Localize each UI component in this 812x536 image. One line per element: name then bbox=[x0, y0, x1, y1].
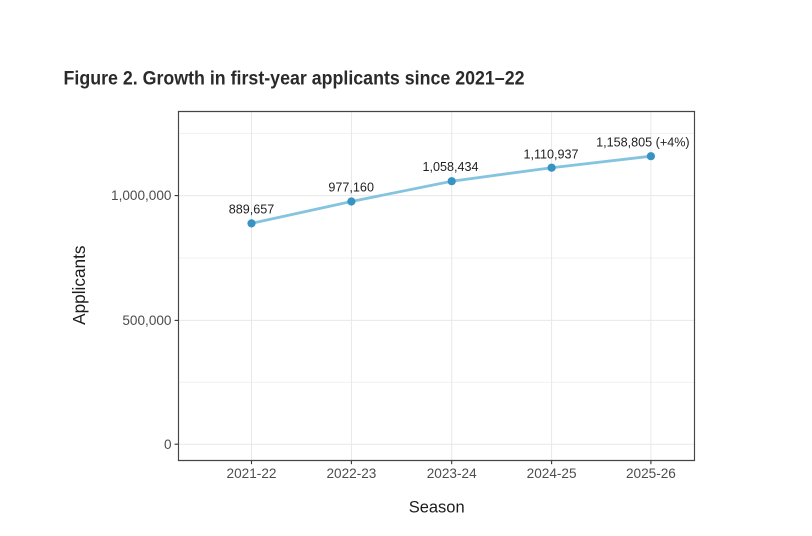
svg-text:2024-25: 2024-25 bbox=[527, 466, 577, 481]
svg-text:2025-26: 2025-26 bbox=[626, 466, 676, 481]
svg-text:2023-24: 2023-24 bbox=[427, 466, 477, 481]
svg-text:Season: Season bbox=[409, 499, 465, 517]
svg-text:2021-22: 2021-22 bbox=[227, 466, 277, 481]
svg-text:889,657: 889,657 bbox=[229, 202, 275, 216]
svg-text:500,000: 500,000 bbox=[122, 313, 172, 328]
svg-text:2022-23: 2022-23 bbox=[326, 466, 376, 481]
svg-text:1,110,937: 1,110,937 bbox=[523, 147, 578, 161]
svg-text:Applicants: Applicants bbox=[69, 246, 89, 325]
svg-text:977,160: 977,160 bbox=[328, 181, 374, 195]
svg-text:1,158,805 (+4%): 1,158,805 (+4%) bbox=[596, 135, 689, 149]
svg-text:1,058,434: 1,058,434 bbox=[422, 160, 478, 174]
svg-text:Figure 2. Growth in first-year: Figure 2. Growth in first-year applicant… bbox=[64, 68, 525, 90]
svg-text:0: 0 bbox=[164, 437, 172, 452]
svg-text:1,000,000: 1,000,000 bbox=[111, 188, 172, 203]
